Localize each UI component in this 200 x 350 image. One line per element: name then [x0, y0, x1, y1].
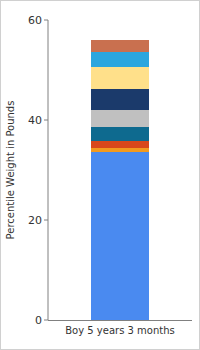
- y-tick: [44, 20, 48, 21]
- y-tick-label: 20: [28, 214, 42, 227]
- background: [1, 1, 200, 350]
- bar-segment: [91, 52, 149, 67]
- y-tick-label: 0: [35, 314, 42, 327]
- y-tick: [44, 120, 48, 121]
- bar-segment: [91, 141, 149, 148]
- bar-segment: [91, 40, 149, 52]
- bar-segment: [91, 152, 149, 320]
- bar-segment: [91, 67, 149, 89]
- bar-segment: [91, 110, 149, 127]
- bar-segment: [91, 127, 149, 141]
- chart: 0 20 40 60 Boy 5 years 3 months Percentile We…: [0, 0, 200, 350]
- y-tick: [44, 220, 48, 221]
- bar-segment: [91, 148, 149, 152]
- y-tick: [44, 320, 48, 321]
- y-axis-label: Percentile Weight in Pounds: [5, 101, 16, 240]
- bars: [91, 40, 149, 320]
- x-axis: [48, 320, 192, 321]
- x-tick-label: Boy 5 years 3 months: [65, 325, 175, 336]
- y-tick-label: 40: [28, 114, 42, 127]
- y-tick-label: 60: [28, 14, 42, 27]
- y-axis: [48, 20, 49, 320]
- bar-segment: [91, 89, 149, 110]
